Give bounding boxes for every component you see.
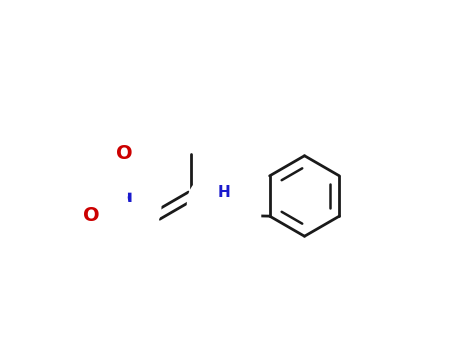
Text: O: O [83, 206, 99, 225]
Text: N: N [116, 187, 132, 205]
Text: H: H [217, 185, 230, 200]
Text: N: N [216, 206, 232, 225]
Text: O: O [116, 145, 132, 163]
